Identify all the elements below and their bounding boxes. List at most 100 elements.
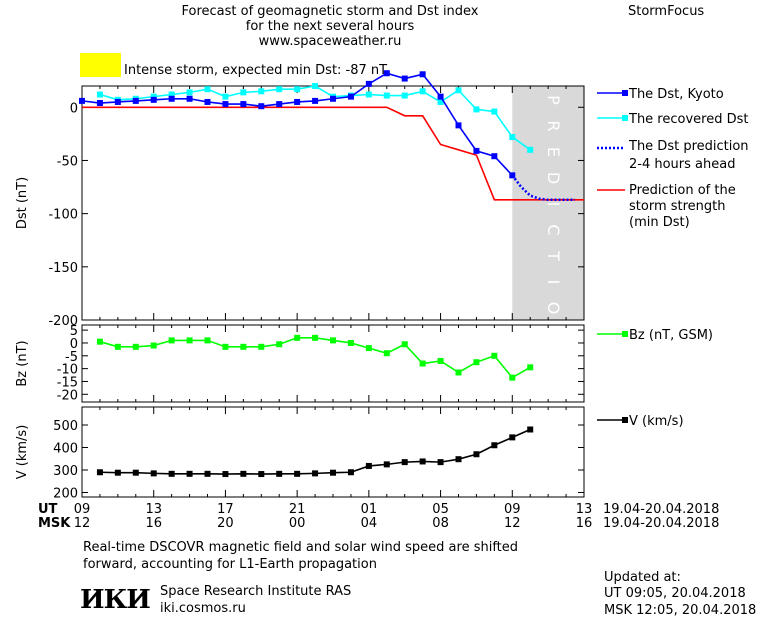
chart-title-url[interactable]: www.spaceweather.ru <box>258 34 402 49</box>
msk-tick-label: 08 <box>432 516 449 531</box>
v-point <box>132 469 139 476</box>
prediction-letter: C <box>544 224 563 235</box>
v-point <box>168 470 175 477</box>
recovered-dst-point <box>96 91 103 98</box>
bz-point <box>473 359 480 366</box>
prediction-letter: P <box>544 95 563 105</box>
institute-url[interactable]: iki.cosmos.ru <box>160 601 246 616</box>
dst-kyoto-point <box>383 70 390 77</box>
institute-name: Space Research Institute RAS <box>160 584 352 599</box>
bz-point <box>401 341 408 348</box>
dst-kyoto-point <box>222 101 229 108</box>
legend-prediction-2: 2-4 hours ahead <box>629 157 735 172</box>
y-tick-label: 200 <box>53 487 78 502</box>
chart-title-line1: Forecast of geomagnetic storm and Dst in… <box>181 4 479 19</box>
v-point <box>473 451 480 458</box>
legend-v: V (km/s) <box>629 414 684 429</box>
recovered-dst-point <box>437 98 444 105</box>
dst-kyoto-point <box>509 172 516 179</box>
y-tick-label: 400 <box>53 442 78 457</box>
msk-tick-label: 04 <box>361 516 378 531</box>
prediction-letter: R <box>544 120 563 131</box>
prediction-letter: E <box>544 147 563 157</box>
y-tick-label: -100 <box>48 208 78 223</box>
y-tick-label: 5 <box>70 324 78 339</box>
prediction-letter: I <box>544 280 563 285</box>
bz-point <box>204 337 211 344</box>
recovered-dst-point <box>294 86 301 93</box>
prediction-zone <box>512 86 584 320</box>
v-point <box>491 442 498 449</box>
msk-tick-label: 00 <box>289 516 306 531</box>
dst-kyoto-point <box>168 95 175 102</box>
dst-kyoto-point <box>455 122 462 129</box>
msk-tick-label: 16 <box>576 516 593 531</box>
dst-kyoto-point <box>114 98 121 105</box>
msk-tick-label: 20 <box>217 516 234 531</box>
recovered-dst-point <box>312 83 319 89</box>
msk-date-range: 19.04-20.04.2018 <box>603 516 719 531</box>
recovered-dst-point <box>491 108 498 115</box>
dst-kyoto-point <box>401 75 408 82</box>
dst-prediction-line <box>511 174 576 202</box>
bz-point <box>222 343 229 350</box>
dst-kyoto-point <box>240 101 247 108</box>
recovered-dst-point <box>419 88 426 95</box>
dst-kyoto-point <box>204 98 211 105</box>
y-tick-label: -5 <box>65 350 78 365</box>
ut-tick-label: 05 <box>432 502 449 517</box>
y-tick-label: -50 <box>57 154 78 169</box>
bz-point <box>168 337 175 344</box>
dst-kyoto-point <box>330 95 336 102</box>
recovered-dst-point <box>204 86 211 93</box>
v-point <box>527 426 534 433</box>
y-tick-label: 300 <box>53 464 78 479</box>
recovered-dst-point <box>365 91 372 98</box>
bz-point <box>186 337 193 344</box>
recovered-dst-point <box>240 89 247 96</box>
bz-point <box>383 350 390 357</box>
dst-kyoto-point <box>258 103 265 110</box>
ut-tick-label: 09 <box>504 502 521 517</box>
bz-point <box>294 334 301 341</box>
dst-kyoto-point <box>473 147 480 154</box>
legend-bz: Bz (nT, GSM) <box>629 328 713 343</box>
recovered-dst-point <box>276 86 283 93</box>
bz-point <box>509 374 516 381</box>
bz-point <box>96 338 103 345</box>
dst-kyoto-point <box>150 96 157 103</box>
dst-kyoto-point <box>276 101 283 108</box>
legend-v-marker <box>622 417 628 423</box>
v-point <box>347 469 354 476</box>
y-tick-label: -200 <box>48 314 78 329</box>
prediction-letter: T <box>544 250 563 261</box>
legend-prediction-1: The Dst prediction <box>628 139 749 154</box>
footer-note-line1: Real-time DSCOVR magnetic field and sola… <box>83 540 519 555</box>
bz-point <box>258 343 265 350</box>
dst-kyoto-point <box>312 97 319 104</box>
bz-point <box>527 364 534 371</box>
v-panel-frame <box>81 406 585 498</box>
dst-kyoto-point <box>491 153 498 160</box>
ut-tick-label: 13 <box>576 502 593 517</box>
bz-line <box>99 337 531 379</box>
legend-storm-3: (min Dst) <box>629 215 690 230</box>
brand-name: StormFocus <box>628 4 705 19</box>
y-axis-label: Dst (nT) <box>15 177 30 229</box>
bz-point <box>312 334 319 341</box>
prediction-letter: N <box>544 328 563 340</box>
bz-point <box>419 360 426 367</box>
v-point <box>240 470 247 477</box>
v-point <box>204 470 211 477</box>
v-point <box>258 471 265 478</box>
y-tick-label: 0 <box>70 101 78 116</box>
recovered-dst-point <box>186 89 193 96</box>
recovered-dst-line <box>99 85 531 151</box>
ut-tick-label: 21 <box>289 502 306 517</box>
v-point <box>455 456 462 463</box>
legend-dst-kyoto: The Dst, Kyoto <box>628 87 724 102</box>
y-tick-label: -20 <box>57 388 78 403</box>
recovered-dst-point <box>168 91 175 98</box>
dst-panel-frame <box>81 85 585 321</box>
